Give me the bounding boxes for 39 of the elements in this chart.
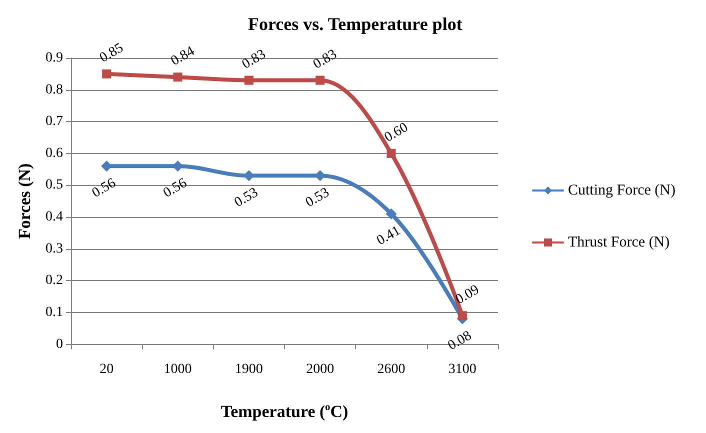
point [173, 72, 182, 82]
data-label: 0.56 [160, 176, 190, 202]
y-tick-label: 0.6 [46, 146, 63, 161]
y-tick-label: 0 [56, 336, 63, 352]
x-tick-label: 2600 [377, 362, 406, 377]
data-label: 0.53 [303, 185, 332, 211]
legend-label: Thrust Force (N) [568, 234, 670, 250]
data-label: 0.08 [446, 328, 474, 354]
x-tick-label: 1900 [234, 362, 263, 377]
x-tick-label: 1000 [164, 362, 192, 377]
data-label: 0.53 [232, 185, 261, 211]
y-tick-label: 0.3 [46, 241, 63, 256]
y-axis-title: Forces (N) [15, 163, 34, 239]
point [102, 69, 112, 78]
y-tick-label: 0.9 [46, 50, 63, 66]
y-tick-label: 0.1 [46, 304, 63, 320]
y-tick-label: 0.2 [46, 273, 63, 288]
chart-title: Forces vs. Temperature plot [248, 14, 462, 34]
point [458, 311, 467, 320]
x-tick-label: 3100 [448, 362, 476, 377]
data-label: 0.09 [453, 282, 482, 308]
data-label: 0.56 [90, 176, 119, 202]
point [316, 76, 325, 85]
data-label: 0.83 [310, 47, 340, 72]
data-label: 0.41 [374, 224, 404, 249]
x-tick-label: 20 [100, 362, 114, 377]
y-tick-label: 0.8 [46, 82, 63, 98]
y-tick-label: 0.5 [46, 178, 63, 193]
legend-label: Cutting Force (N) [568, 182, 676, 198]
point [386, 208, 397, 220]
data-label: 0.85 [97, 40, 126, 66]
y-tick-label: 0.7 [46, 114, 63, 130]
data-label: 0.60 [382, 120, 411, 146]
point [386, 148, 396, 158]
x-tick-label: 2000 [306, 362, 334, 377]
y-tick-label: 0.4 [46, 210, 63, 225]
data-label: 0.83 [240, 47, 268, 72]
point [244, 76, 254, 85]
data-label: 0.84 [168, 44, 198, 70]
